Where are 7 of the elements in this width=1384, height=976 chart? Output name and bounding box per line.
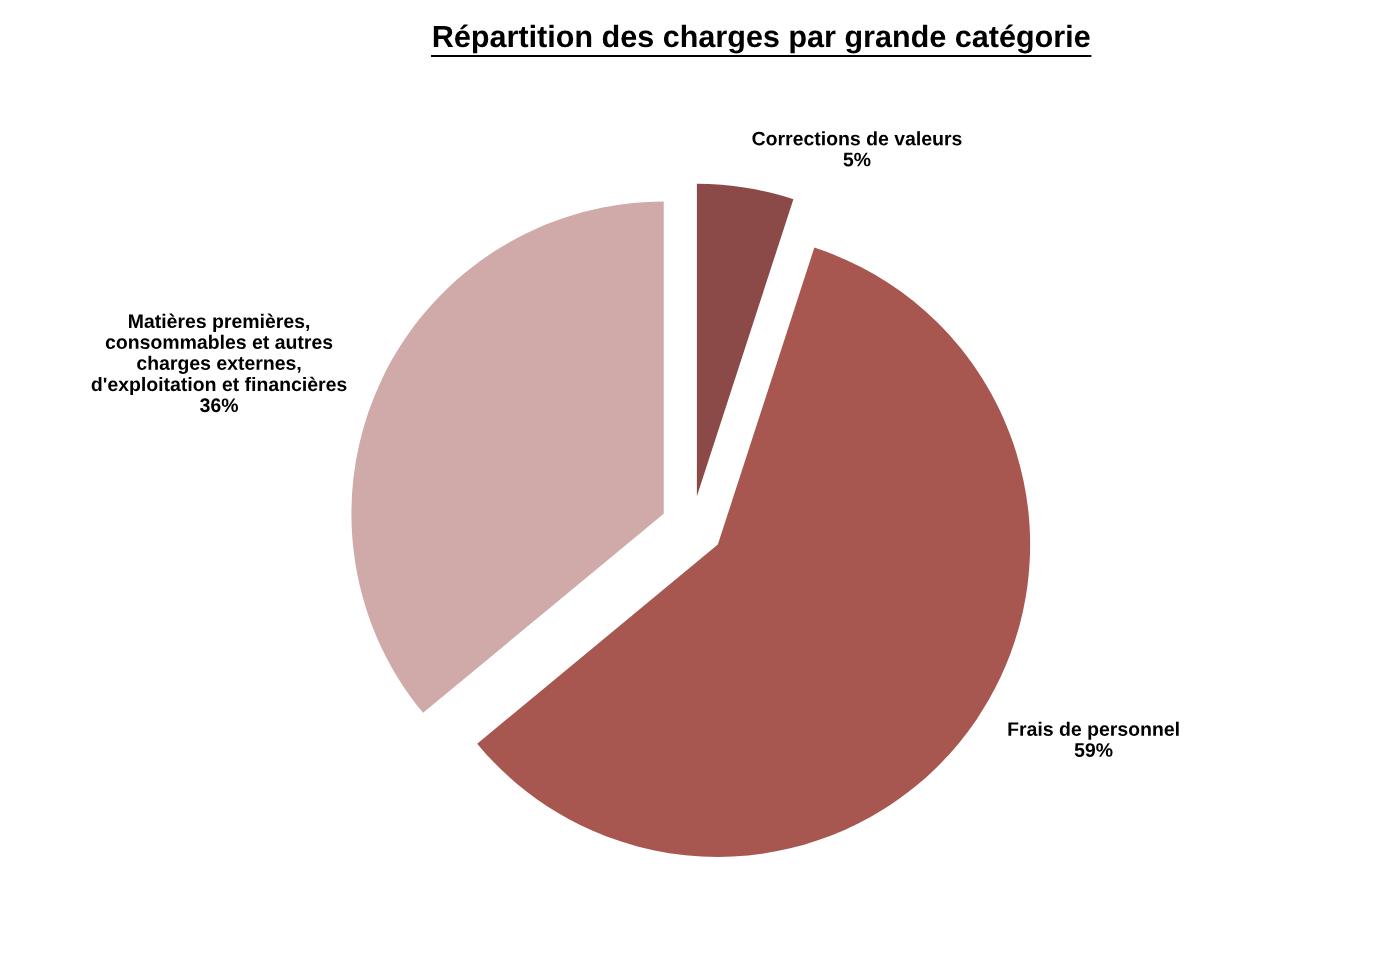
slice-label: Corrections de valeurs — [752, 131, 962, 146]
data-label: 5% — [843, 152, 871, 167]
slice-label: Matières premières, consommables et autres charges externes, d'exploitation et financières — [91, 313, 347, 396]
slice-label: Frais de personnel — [1008, 721, 1179, 740]
data-label: 36% — [200, 398, 238, 413]
chart-title: Répartition des charges par grande catégorie — [433, 24, 1090, 54]
data-label: 59% — [1074, 743, 1113, 757]
